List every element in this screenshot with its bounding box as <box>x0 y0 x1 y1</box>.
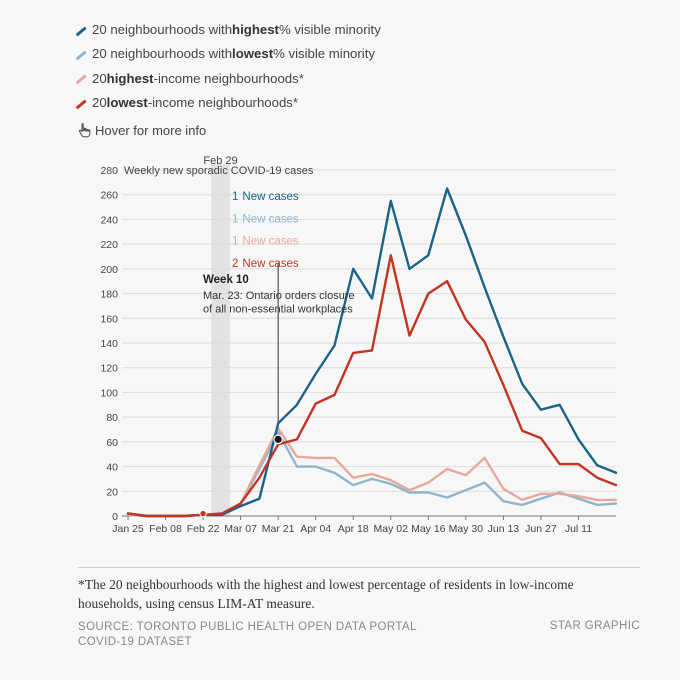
y-tick-label: 140 <box>100 338 118 350</box>
line-swatch-icon <box>76 99 86 109</box>
line-swatch-icon <box>76 50 86 60</box>
tooltip-row: 1 New cases <box>232 213 299 225</box>
x-tick-label: May 30 <box>449 523 484 535</box>
tooltip-row: 1 New cases <box>232 191 299 203</box>
x-tick-label: May 02 <box>374 523 409 535</box>
pointer-hand-icon <box>78 123 91 138</box>
footnote: *The 20 neighbourhoods with the highest … <box>78 577 574 611</box>
tooltip-value: 1 <box>232 191 238 203</box>
x-tick-label: Jun 13 <box>488 523 520 535</box>
x-tick-label: Apr 04 <box>300 523 331 535</box>
tooltip-label: New cases <box>242 236 298 248</box>
legend-item-highest-visible-minority[interactable]: 20 neighbourhoods with highest % visible… <box>76 18 381 42</box>
shaded-period-label: Feb 29 <box>203 155 237 167</box>
x-tick-label: Jan 25 <box>112 523 144 535</box>
legend: 20 neighbourhoods with highest % visible… <box>76 18 381 115</box>
x-tick-label: Feb 08 <box>149 523 182 535</box>
hover-hint: Hover for more info <box>78 123 206 138</box>
tooltip-value: 2 <box>232 258 238 270</box>
tooltip-value: 1 <box>232 236 238 248</box>
annotation-text: of all non-essential workplaces <box>203 304 353 316</box>
legend-item-lowest-income[interactable]: 20 lowest -income neighbourhoods* <box>76 91 381 115</box>
source-credit: SOURCE: TORONTO PUBLIC HEALTH OPEN DATA … <box>78 621 417 648</box>
y-tick-label: 280 <box>100 165 118 177</box>
x-tick-label: Mar 21 <box>262 523 295 535</box>
tooltip-label: New cases <box>242 191 298 203</box>
tooltip-row: 1 New cases <box>232 236 299 248</box>
annotation-point <box>273 434 283 445</box>
x-tick-label: Mar 07 <box>224 523 257 535</box>
y-tick-label: 80 <box>106 412 118 424</box>
series-line <box>126 254 618 518</box>
y-tick-label: 100 <box>100 387 118 399</box>
chart-title: Weekly new sporadic COVID-19 cases <box>124 165 314 177</box>
legend-item-lowest-visible-minority[interactable]: 20 neighbourhoods with lowest % visible … <box>76 42 381 66</box>
y-tick-label: 160 <box>100 313 118 325</box>
hover-point <box>199 509 207 518</box>
y-tick-label: 240 <box>100 214 118 226</box>
annotation-title: Week 10 <box>203 274 249 286</box>
x-tick-label: Apr 18 <box>338 523 369 535</box>
legend-item-highest-income[interactable]: 20 highest -income neighbourhoods* <box>76 67 381 91</box>
shaded-period <box>211 164 230 516</box>
tooltip-row: 2 New cases <box>232 258 299 270</box>
annotation-text: Mar. 23: Ontario orders closure <box>203 290 355 302</box>
y-tick-label: 260 <box>100 190 118 202</box>
graphic-credit: STAR GRAPHIC <box>549 620 640 632</box>
line-chart[interactable]: Feb 29 0 20 40 60 80 100 120 140 160 180 200 220 240 2… <box>0 145 680 545</box>
y-tick-label: 60 <box>106 437 118 449</box>
x-tick-label: Jun 27 <box>525 523 557 535</box>
x-tick-label: Feb 22 <box>187 523 220 535</box>
line-swatch-icon <box>76 74 86 84</box>
divider <box>78 567 640 568</box>
y-tick-label: 200 <box>100 264 118 276</box>
line-swatch-icon <box>76 26 86 36</box>
y-tick-label: 0 <box>112 511 118 523</box>
x-tick-label: May 16 <box>411 523 446 535</box>
y-tick-label: 40 <box>106 462 118 474</box>
y-tick-label: 180 <box>100 289 118 301</box>
y-tick-label: 120 <box>100 363 118 375</box>
y-tick-label: 220 <box>100 239 118 251</box>
tooltip-label: New cases <box>242 213 298 225</box>
tooltip-value: 1 <box>232 213 238 225</box>
y-tick-label: 20 <box>106 486 118 498</box>
x-tick-label: Jul 11 <box>565 523 592 535</box>
tooltip-label: New cases <box>242 258 298 270</box>
